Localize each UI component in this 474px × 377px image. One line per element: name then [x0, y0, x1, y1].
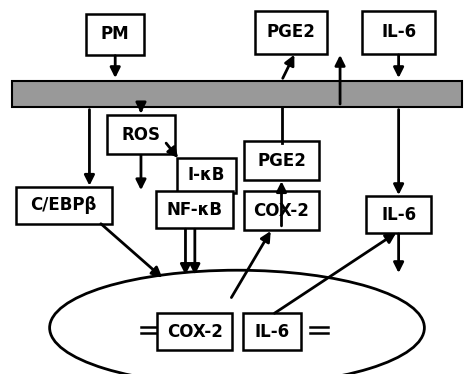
- FancyBboxPatch shape: [366, 196, 431, 233]
- Text: ROS: ROS: [121, 126, 161, 144]
- FancyBboxPatch shape: [177, 158, 236, 193]
- Text: I-κB: I-κB: [188, 167, 225, 184]
- Text: COX-2: COX-2: [167, 322, 223, 340]
- FancyBboxPatch shape: [362, 11, 435, 54]
- FancyBboxPatch shape: [107, 115, 175, 154]
- Text: IL-6: IL-6: [381, 23, 416, 41]
- FancyBboxPatch shape: [255, 11, 327, 54]
- Ellipse shape: [50, 270, 424, 377]
- Text: PM: PM: [101, 25, 129, 43]
- Text: PGE2: PGE2: [257, 152, 306, 170]
- Text: IL-6: IL-6: [381, 205, 416, 224]
- FancyBboxPatch shape: [156, 191, 234, 228]
- FancyBboxPatch shape: [244, 191, 319, 230]
- Text: IL-6: IL-6: [255, 322, 290, 340]
- Text: PGE2: PGE2: [266, 23, 315, 41]
- Text: C/EBPβ: C/EBPβ: [30, 196, 97, 214]
- FancyBboxPatch shape: [244, 141, 319, 180]
- Bar: [12, 81, 462, 107]
- Text: COX-2: COX-2: [254, 202, 310, 220]
- FancyBboxPatch shape: [86, 14, 145, 55]
- Text: NF-κB: NF-κB: [167, 201, 223, 219]
- FancyBboxPatch shape: [16, 187, 112, 224]
- FancyBboxPatch shape: [243, 313, 301, 350]
- FancyBboxPatch shape: [157, 313, 232, 350]
